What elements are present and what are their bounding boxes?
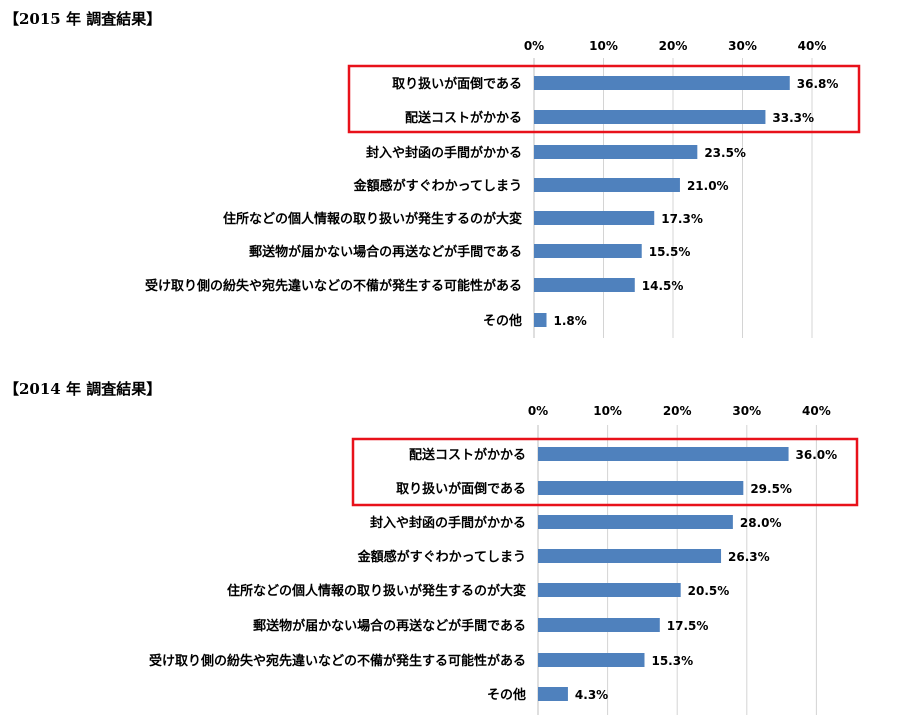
- value-label-2015: 23.5%: [704, 146, 746, 160]
- bar-2015: [534, 211, 655, 225]
- x-tick-label-2015: 30%: [728, 39, 757, 53]
- x-tick-label-2015: 40%: [798, 39, 827, 53]
- bar-2014: [538, 618, 660, 632]
- value-label-2014: 26.3%: [728, 550, 770, 564]
- category-label-2014: 郵送物が届かない場合の再送などが手間である: [253, 618, 526, 634]
- category-label-2015: その他: [483, 313, 522, 329]
- chart-2014-title: 【2014 年 調査結果】: [4, 380, 162, 398]
- value-label-2014: 29.5%: [750, 482, 792, 496]
- x-tick-label-2014: 20%: [663, 404, 692, 418]
- value-label-2015: 1.8%: [554, 314, 587, 328]
- bar-2015: [534, 178, 680, 192]
- bar-2014: [538, 549, 722, 563]
- category-label-2014: 封入や封函の手間がかかる: [370, 515, 526, 531]
- bar-2015: [534, 145, 698, 159]
- value-label-2015: 15.5%: [649, 245, 691, 259]
- category-label-2014: 金額感がすぐわかってしまう: [357, 549, 526, 565]
- bar-2014: [538, 481, 744, 495]
- value-label-2014: 28.0%: [740, 516, 782, 530]
- category-label-2014: 住所などの個人情報の取り扱いが発生するのが大変: [227, 583, 526, 599]
- value-label-2015: 14.5%: [642, 279, 684, 293]
- category-label-2015: 封入や封函の手間がかかる: [366, 145, 522, 161]
- bar-2014: [538, 515, 733, 529]
- highlight-box-2015: [347, 64, 861, 134]
- category-label-2015: 配送コストがかかる: [405, 110, 522, 126]
- x-tick-label-2014: 40%: [802, 404, 831, 418]
- highlight-box-2014: [351, 437, 859, 507]
- category-label-2014: 取り扱いが面倒である: [396, 481, 526, 497]
- value-label-2014: 36.0%: [796, 448, 838, 462]
- category-label-2015: 金額感がすぐわかってしまう: [353, 178, 522, 194]
- bar-2014: [538, 583, 681, 597]
- bar-2015: [534, 244, 642, 258]
- value-label-2015: 21.0%: [687, 179, 729, 193]
- chart-2015: 0% 10% 20% 30% 40% 取り扱いが面倒である 36.8% 配送コストがかかる 33…: [145, 39, 861, 338]
- chart-2014: 0% 10% 20% 30% 40% 配送コストがかかる 36.0% 取り扱いが面倒である 29…: [149, 404, 859, 715]
- bar-2014: [538, 447, 789, 461]
- category-label-2014: 配送コストがかかる: [409, 447, 526, 463]
- value-label-2015: 36.8%: [797, 77, 839, 91]
- value-label-2015: 33.3%: [772, 111, 814, 125]
- x-tick-label-2014: 0%: [528, 404, 548, 418]
- x-tick-label-2014: 10%: [593, 404, 622, 418]
- value-label-2014: 15.3%: [651, 654, 693, 668]
- x-tick-label-2015: 0%: [524, 39, 544, 53]
- category-label-2015: 受け取り側の紛失や宛先違いなどの不備が発生する可能性がある: [145, 278, 522, 294]
- bar-2015: [534, 278, 635, 292]
- bar-2014: [538, 653, 645, 667]
- category-label-2015: 取り扱いが面倒である: [392, 76, 522, 92]
- value-label-2014: 4.3%: [575, 688, 608, 702]
- x-tick-label-2014: 30%: [732, 404, 761, 418]
- value-label-2014: 20.5%: [688, 584, 730, 598]
- bar-2015: [534, 76, 790, 90]
- x-tick-label-2015: 20%: [659, 39, 688, 53]
- category-label-2014: その他: [487, 687, 526, 703]
- value-label-2015: 17.3%: [661, 212, 703, 226]
- chart-2015-title: 【2015 年 調査結果】: [4, 10, 162, 28]
- category-label-2015: 住所などの個人情報の取り扱いが発生するのが大変: [223, 211, 522, 227]
- bar-2015: [534, 110, 766, 124]
- x-tick-label-2015: 10%: [589, 39, 618, 53]
- bar-2014: [538, 687, 568, 701]
- category-label-2014: 受け取り側の紛失や宛先違いなどの不備が発生する可能性がある: [149, 653, 526, 669]
- category-label-2015: 郵送物が届かない場合の再送などが手間である: [249, 244, 522, 260]
- value-label-2014: 17.5%: [667, 619, 709, 633]
- bar-2015: [534, 313, 547, 327]
